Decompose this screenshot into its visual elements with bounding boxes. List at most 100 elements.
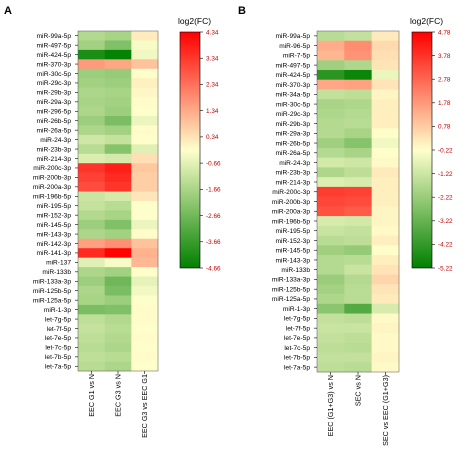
row-label: miR-96-5p: [279, 43, 310, 50]
heatmap-cell: [344, 31, 372, 42]
heatmap-cell: [371, 255, 400, 266]
heatmap-cell: [317, 69, 345, 81]
heatmap-cell: [104, 59, 132, 70]
row-label: miR-23b-3p: [276, 170, 311, 177]
heatmap-cell: [131, 153, 159, 164]
heatmap-cell: [317, 79, 345, 90]
heatmap-cell: [131, 229, 159, 240]
heatmap-cell: [371, 128, 400, 139]
heatmap-cell: [344, 99, 372, 110]
heatmap-cell: [131, 191, 159, 202]
row-label: miR-34a-5p: [276, 92, 311, 99]
heatmap-cell: [78, 295, 105, 306]
heatmap-cell: [344, 138, 372, 149]
heatmap-cell: [317, 255, 345, 266]
heatmap-cell: [131, 125, 159, 136]
column-label: SEC vs EEC (G1+G3): [381, 375, 390, 446]
heatmap-cell: [317, 50, 345, 61]
heatmap-cell: [317, 362, 345, 373]
heatmap-cell: [344, 274, 372, 285]
heatmap-cell: [131, 276, 159, 287]
row-label: miR-143-3p: [37, 231, 72, 238]
heatmap-cell: [317, 89, 345, 100]
heatmap-cell: [344, 216, 372, 227]
heatmap-cell: [317, 60, 345, 71]
heatmap-cell: [131, 333, 159, 343]
legend-tick-label: 1.78: [438, 100, 451, 107]
row-label: let-7f-5p: [286, 325, 311, 332]
heatmap-cell: [344, 352, 372, 363]
heatmap-cell: [344, 60, 372, 71]
heatmap-cell: [317, 342, 345, 353]
heatmap-cell: [371, 138, 400, 149]
row-label: miR-370-3p: [276, 82, 311, 89]
heatmap-cell: [131, 182, 159, 192]
heatmap-cell: [104, 97, 132, 107]
heatmap-cell: [131, 116, 159, 126]
heatmap-cell: [317, 294, 345, 305]
heatmap-cell: [317, 128, 345, 139]
heatmap-cell: [104, 78, 132, 88]
heatmap-cell: [104, 134, 132, 145]
row-label: miR-200c-3p: [33, 165, 71, 172]
row-label: miR-1-3p: [283, 306, 310, 313]
heatmap-cell: [344, 118, 372, 129]
heatmap-cell: [104, 116, 132, 126]
heatmap-cell: [344, 245, 372, 256]
heatmap-cell: [104, 267, 132, 277]
row-label: miR-200a-3p: [33, 184, 71, 191]
heatmap-cell: [131, 68, 159, 79]
legend-tick-label: -3.22: [438, 218, 453, 225]
heatmap-cell: [131, 31, 159, 41]
heatmap-cell: [131, 238, 159, 249]
heatmap-cell: [371, 196, 400, 207]
heatmap-cell: [104, 144, 132, 155]
heatmap-cell: [104, 31, 132, 41]
heatmap-cell: [344, 235, 372, 246]
row-label: miR-133a-3p: [272, 277, 310, 284]
row-label: miR-133b: [42, 269, 71, 276]
row-label: let-7b-5p: [284, 355, 310, 362]
heatmap-cell: [78, 333, 105, 343]
heatmap-cell: [371, 186, 400, 197]
row-label: miR-125a-5p: [33, 297, 71, 304]
heatmap-cell: [131, 201, 159, 211]
row-label: miR-152-3p: [37, 212, 72, 219]
row-label: miR-142-3p: [37, 241, 72, 248]
heatmap-cell: [344, 323, 372, 334]
heatmap-cell: [317, 225, 345, 236]
legend-tick-label: 4.78: [438, 29, 451, 36]
row-label: miR-195-5p: [276, 228, 311, 235]
heatmap-cell: [371, 31, 400, 42]
heatmap-cell: [371, 99, 400, 110]
heatmap-cell: [131, 49, 159, 60]
heatmap-cell: [104, 68, 132, 79]
heatmap-cell: [344, 313, 372, 324]
heatmap-cell: [371, 60, 400, 71]
heatmap-cell: [371, 206, 400, 217]
row-label: miR-143-3p: [276, 257, 311, 264]
heatmap-cell: [131, 210, 159, 221]
heatmap-cell: [371, 69, 400, 81]
heatmap-cell: [344, 69, 372, 81]
heatmap-cell: [317, 303, 345, 314]
heatmap-cell: [344, 342, 372, 353]
row-label: miR-141-3p: [37, 250, 72, 257]
heatmap-cell: [104, 210, 132, 221]
row-label: miR-24-3p: [40, 137, 71, 144]
row-label: miR-99a-5p: [276, 33, 311, 40]
heatmap-cell: [78, 59, 105, 70]
row-label: miR-29c-3p: [37, 80, 71, 87]
heatmap-cell: [344, 177, 372, 188]
heatmap-cell: [371, 50, 400, 61]
heatmap-cell: [131, 352, 159, 362]
heatmap-cell: [78, 361, 105, 372]
heatmap-cell: [78, 31, 105, 41]
heatmap-cell: [78, 342, 105, 353]
heatmap-cell: [344, 128, 372, 139]
heatmap-cell: [78, 267, 105, 277]
heatmap-cell: [104, 153, 132, 164]
heatmap-cell: [131, 78, 159, 88]
heatmap-cell: [344, 255, 372, 266]
